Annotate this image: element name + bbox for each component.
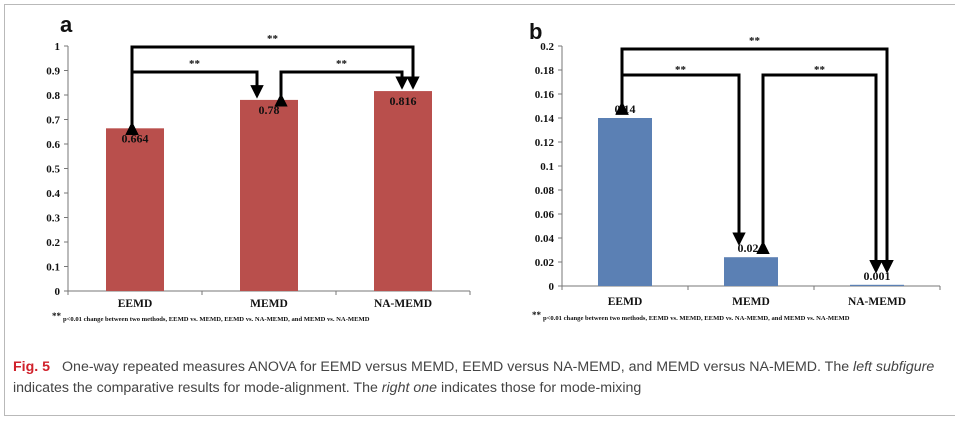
significance-memd-namemd: **	[756, 64, 883, 274]
footnote-text: p<0.01 change between two methods, EEMD …	[63, 316, 370, 323]
significance-eemd-memd: **	[125, 58, 264, 136]
value-label: 0.664	[122, 131, 149, 145]
figure-caption: Fig. 5 One-way repeated measures ANOVA f…	[13, 357, 943, 399]
caption-text-2: indicates the comparative results for mo…	[13, 380, 382, 396]
value-label: 0.024	[738, 241, 765, 255]
significance-stars: **	[189, 58, 201, 70]
significance-stars: **	[814, 64, 826, 76]
caption-text-1: left subfigure	[853, 359, 935, 375]
footnote: ** p<0.01 change between two methods, EEM…	[532, 310, 850, 322]
y-tick-label: 0.02	[535, 257, 555, 269]
footnote: ** p<0.01 change between two methods, EEM…	[52, 311, 370, 323]
significance-eemd-namemd: **	[615, 35, 894, 274]
figure-label: Fig. 5	[13, 359, 51, 375]
panel-letter: b	[529, 19, 542, 44]
significance-bracket	[615, 47, 894, 274]
y-tick-label: 0	[549, 281, 555, 293]
bar-na-memd	[374, 91, 432, 291]
bar-eemd	[598, 118, 652, 286]
significance-eemd-memd: **	[615, 64, 746, 246]
significance-bracket	[274, 70, 409, 107]
chart-panel-b: b 0 0.02 0.04 0.06 0.08 0.1 0.12 0.14 0.16 0.18 0.2…	[529, 19, 941, 322]
significance-bracket	[615, 73, 746, 246]
bar-eemd	[106, 128, 164, 291]
y-tick-label: 0.2	[46, 237, 60, 249]
y-tick-label: 0.18	[535, 65, 555, 77]
significance-bracket	[756, 73, 883, 274]
y-tick-label: 0.4	[46, 188, 60, 200]
category-label: EEMD	[608, 296, 643, 308]
chart-panel-a: a 0 0.1 0.2 0.3 0.4 0.5 0.6 0.7 0.8 0.9 1 0.664 EEMD 0…	[46, 12, 471, 323]
bar-memd	[724, 257, 778, 286]
category-label: EEMD	[118, 298, 153, 310]
significance-stars: **	[675, 64, 687, 76]
y-tick-label: 0.12	[535, 137, 555, 149]
y-tick-label: 0.2	[540, 41, 554, 53]
significance-bracket	[125, 70, 264, 136]
caption-text-0: One-way repeated measures ANOVA for EEMD…	[62, 359, 854, 375]
caption-text-4: indicates those for mode-mixing	[437, 380, 642, 396]
y-tick-label: 0.5	[46, 164, 60, 176]
y-tick-label: 0.14	[535, 113, 555, 125]
value-label: 0.78	[259, 103, 280, 117]
figure-frame	[4, 4, 955, 416]
y-tick-label: 0	[55, 286, 61, 298]
y-tick-label: 1	[55, 41, 61, 53]
y-tick-label: 0.06	[535, 209, 555, 221]
footnote-text: p<0.01 change between two methods, EEMD …	[543, 315, 850, 322]
category-label: NA-MEMD	[374, 298, 432, 310]
significance-stars: **	[749, 35, 761, 47]
footnote-mark: **	[532, 310, 542, 320]
bar-na-memd	[850, 284, 904, 286]
y-tick-label: 0.6	[46, 139, 60, 151]
y-tick-label: 0.8	[46, 90, 60, 102]
bar-memd	[240, 99, 298, 292]
y-tick-label: 0.08	[535, 185, 555, 197]
value-label: 0.816	[390, 94, 417, 108]
y-tick-label: 0.16	[535, 89, 555, 101]
y-tick-label: 0.04	[535, 233, 555, 245]
y-tick-label: 0.7	[46, 115, 60, 127]
caption-text-3: right one	[381, 380, 438, 396]
category-label: MEMD	[250, 298, 288, 310]
y-tick-label: 0.1	[540, 161, 554, 173]
value-label: 0.14	[615, 102, 636, 116]
significance-memd-namemd: **	[274, 58, 409, 107]
value-label: 0.001	[864, 269, 891, 283]
y-tick-label: 0.9	[46, 66, 60, 78]
y-tick-label: 0.1	[46, 262, 60, 274]
panel-letter: a	[60, 12, 73, 37]
footnote-mark: **	[52, 311, 62, 321]
y-tick-label: 0.3	[46, 213, 60, 225]
significance-stars: **	[267, 33, 279, 45]
significance-stars: **	[336, 58, 348, 70]
category-label: NA-MEMD	[848, 296, 906, 308]
category-label: MEMD	[732, 296, 770, 308]
